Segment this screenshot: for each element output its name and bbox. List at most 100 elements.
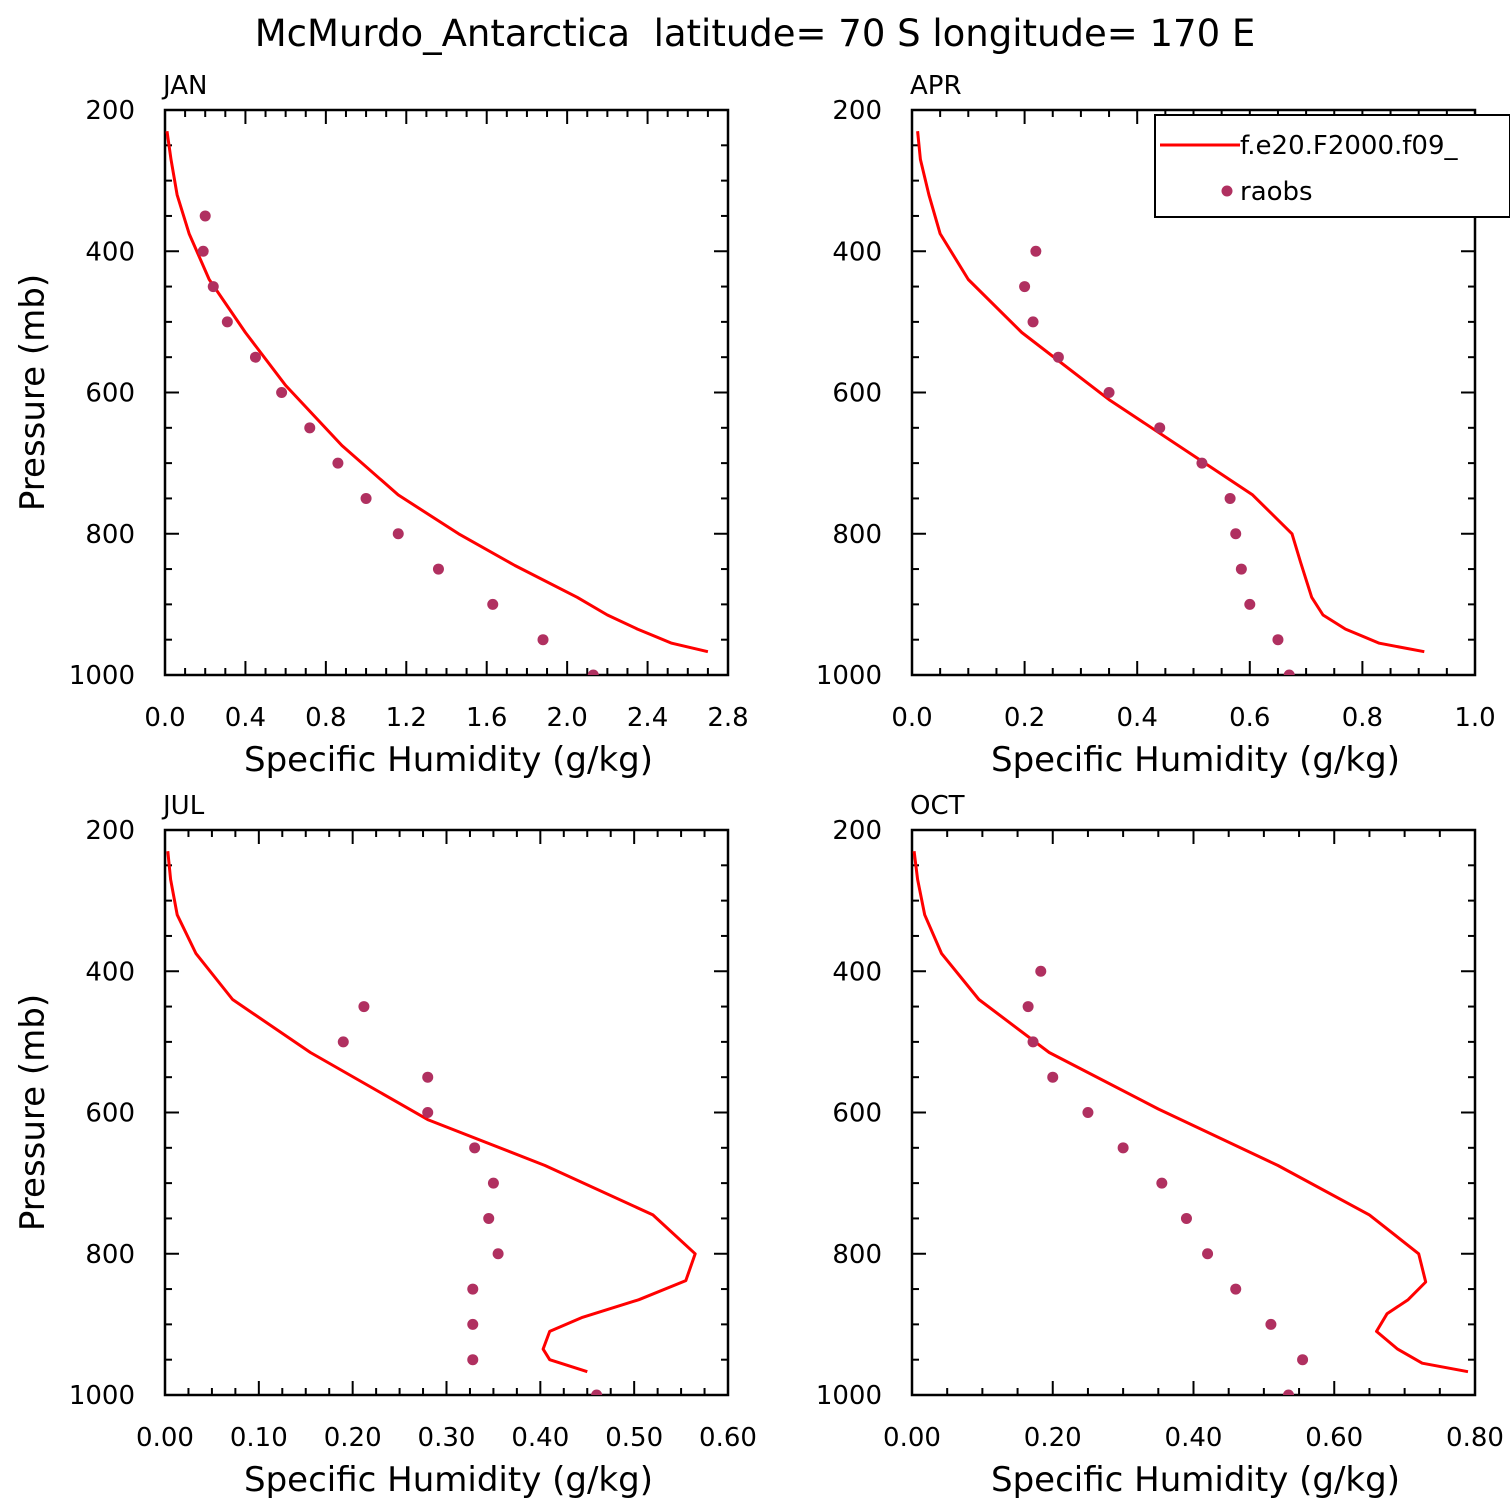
raobs-point (537, 634, 549, 646)
raobs-point (1030, 245, 1042, 257)
x-axis-label: Specific Humidity (g/kg) (991, 740, 1400, 780)
model-line (916, 131, 1425, 654)
panel-label: JUL (161, 791, 205, 821)
raobs-point (422, 1107, 434, 1118)
plot-area (916, 131, 1425, 675)
plot-frame (163, 108, 730, 677)
x-tick-label: 0.6 (1229, 703, 1270, 733)
y-tick-label: 600 (85, 379, 135, 409)
raobs-point (332, 457, 344, 469)
raobs-point (1202, 1248, 1214, 1260)
raobs-point (1052, 351, 1064, 363)
x-tick-label: 0.8 (1342, 703, 1383, 733)
y-tick-label: 400 (832, 237, 882, 267)
x-tick-label: 0.40 (511, 1423, 569, 1453)
raobs-point (1224, 492, 1236, 504)
x-tick-label: 0.50 (605, 1423, 663, 1453)
model-line (166, 851, 697, 1374)
raobs-point (1103, 387, 1115, 398)
raobs-point (1027, 316, 1039, 328)
raobs-point (1272, 634, 1284, 646)
x-tick-label: 0.2 (1004, 703, 1045, 733)
x-tick-label: 0.20 (1024, 1423, 1082, 1453)
x-tick-label: 0.10 (230, 1423, 288, 1453)
plot-area (912, 851, 1469, 1395)
x-tick-label: 1.0 (1454, 703, 1495, 733)
raobs-point (469, 1142, 481, 1154)
y-tick-label: 1000 (816, 661, 882, 691)
raobs-point (487, 598, 499, 610)
model-line (912, 851, 1469, 1374)
legend-obs-label: raobs (1240, 177, 1313, 207)
raobs-point (1196, 457, 1208, 469)
raobs-point (276, 387, 288, 398)
plot-area (166, 851, 697, 1395)
raobs-point (587, 669, 599, 675)
y-tick-label: 400 (85, 237, 135, 267)
raobs-point (483, 1212, 495, 1224)
y-tick-label: 600 (85, 1099, 135, 1129)
x-tick-label: 0.00 (136, 1423, 194, 1453)
y-tick-label: 600 (832, 1099, 882, 1129)
x-tick-label: 1.2 (386, 703, 427, 733)
raobs-point (199, 210, 211, 222)
x-axis-label: Specific Humidity (g/kg) (244, 740, 653, 780)
panel-jul: JUL 0.00 0.10 0.20 0.30 0.40 0.50 0.60 200 400 600… (13, 791, 757, 1500)
x-tick-label: 0.60 (699, 1423, 757, 1453)
raobs-point (467, 1354, 479, 1366)
y-tick-label: 800 (832, 1240, 882, 1270)
figure-title: McMurdo_Antarctica latitude= 70 S longit… (255, 12, 1256, 55)
x-tick-label: 0.0 (144, 703, 185, 733)
raobs-point (467, 1283, 479, 1295)
y-tick-label: 400 (832, 957, 882, 987)
x-tick-label: 2.0 (546, 703, 587, 733)
x-axis-label: Specific Humidity (g/kg) (991, 1460, 1400, 1500)
y-tick-label: 200 (85, 96, 135, 126)
panel-jan: JAN 0.0 0.4 0.8 1.2 1.6 2.0 2.4 2.8 200 400 600 800 1… (13, 71, 749, 780)
x-tick-label: 0.00 (883, 1423, 941, 1453)
raobs-point (1265, 1318, 1277, 1330)
y-tick-label: 1000 (816, 1381, 882, 1411)
legend-box (1154, 114, 1510, 218)
panel-oct: OCT 0.00 0.20 0.40 0.60 0.80 200 400 600 800 1000 S… (816, 791, 1504, 1500)
raobs-point (432, 563, 444, 575)
raobs-point (207, 281, 219, 293)
raobs-point (221, 316, 233, 328)
plot-area (165, 130, 709, 675)
raobs-point (1283, 669, 1295, 675)
raobs-point (1117, 1142, 1129, 1154)
x-tick-label: 0.80 (1446, 1423, 1504, 1453)
y-tick-label: 1000 (69, 661, 135, 691)
y-axis-label: Pressure (mb) (13, 994, 53, 1231)
raobs-point (1035, 965, 1047, 977)
raobs-point (1180, 1212, 1192, 1224)
raobs-point (1019, 281, 1031, 293)
x-tick-label: 2.4 (627, 703, 668, 733)
panel-label: APR (910, 71, 962, 101)
y-tick-label: 200 (85, 816, 135, 846)
raobs-point (392, 528, 404, 540)
y-tick-label: 200 (832, 96, 882, 126)
model-line (165, 130, 709, 654)
raobs-point (1027, 1036, 1039, 1048)
raobs-point (358, 1001, 370, 1013)
panels: JAN 0.0 0.4 0.8 1.2 1.6 2.0 2.4 2.8 200 400 600 800 1… (13, 71, 1510, 1500)
y-tick-label: 600 (832, 379, 882, 409)
raobs-point (1283, 1389, 1295, 1395)
y-tick-label: 1000 (69, 1381, 135, 1411)
raobs-point (1156, 1177, 1168, 1189)
x-tick-label: 0.20 (324, 1423, 382, 1453)
raobs-point (1082, 1107, 1094, 1118)
raobs-point (1230, 1283, 1242, 1295)
raobs-point (1047, 1071, 1059, 1083)
raobs-point (487, 1177, 499, 1189)
raobs-point (1244, 598, 1256, 610)
raobs-point (360, 492, 372, 504)
raobs-point (591, 1389, 603, 1395)
x-tick-label: 0.8 (305, 703, 346, 733)
panel-label: JAN (161, 71, 207, 101)
y-tick-label: 200 (832, 816, 882, 846)
raobs-point (1297, 1354, 1309, 1366)
raobs-point (422, 1071, 434, 1083)
legend: f.e20.F2000.f09_raobs (1154, 114, 1510, 218)
